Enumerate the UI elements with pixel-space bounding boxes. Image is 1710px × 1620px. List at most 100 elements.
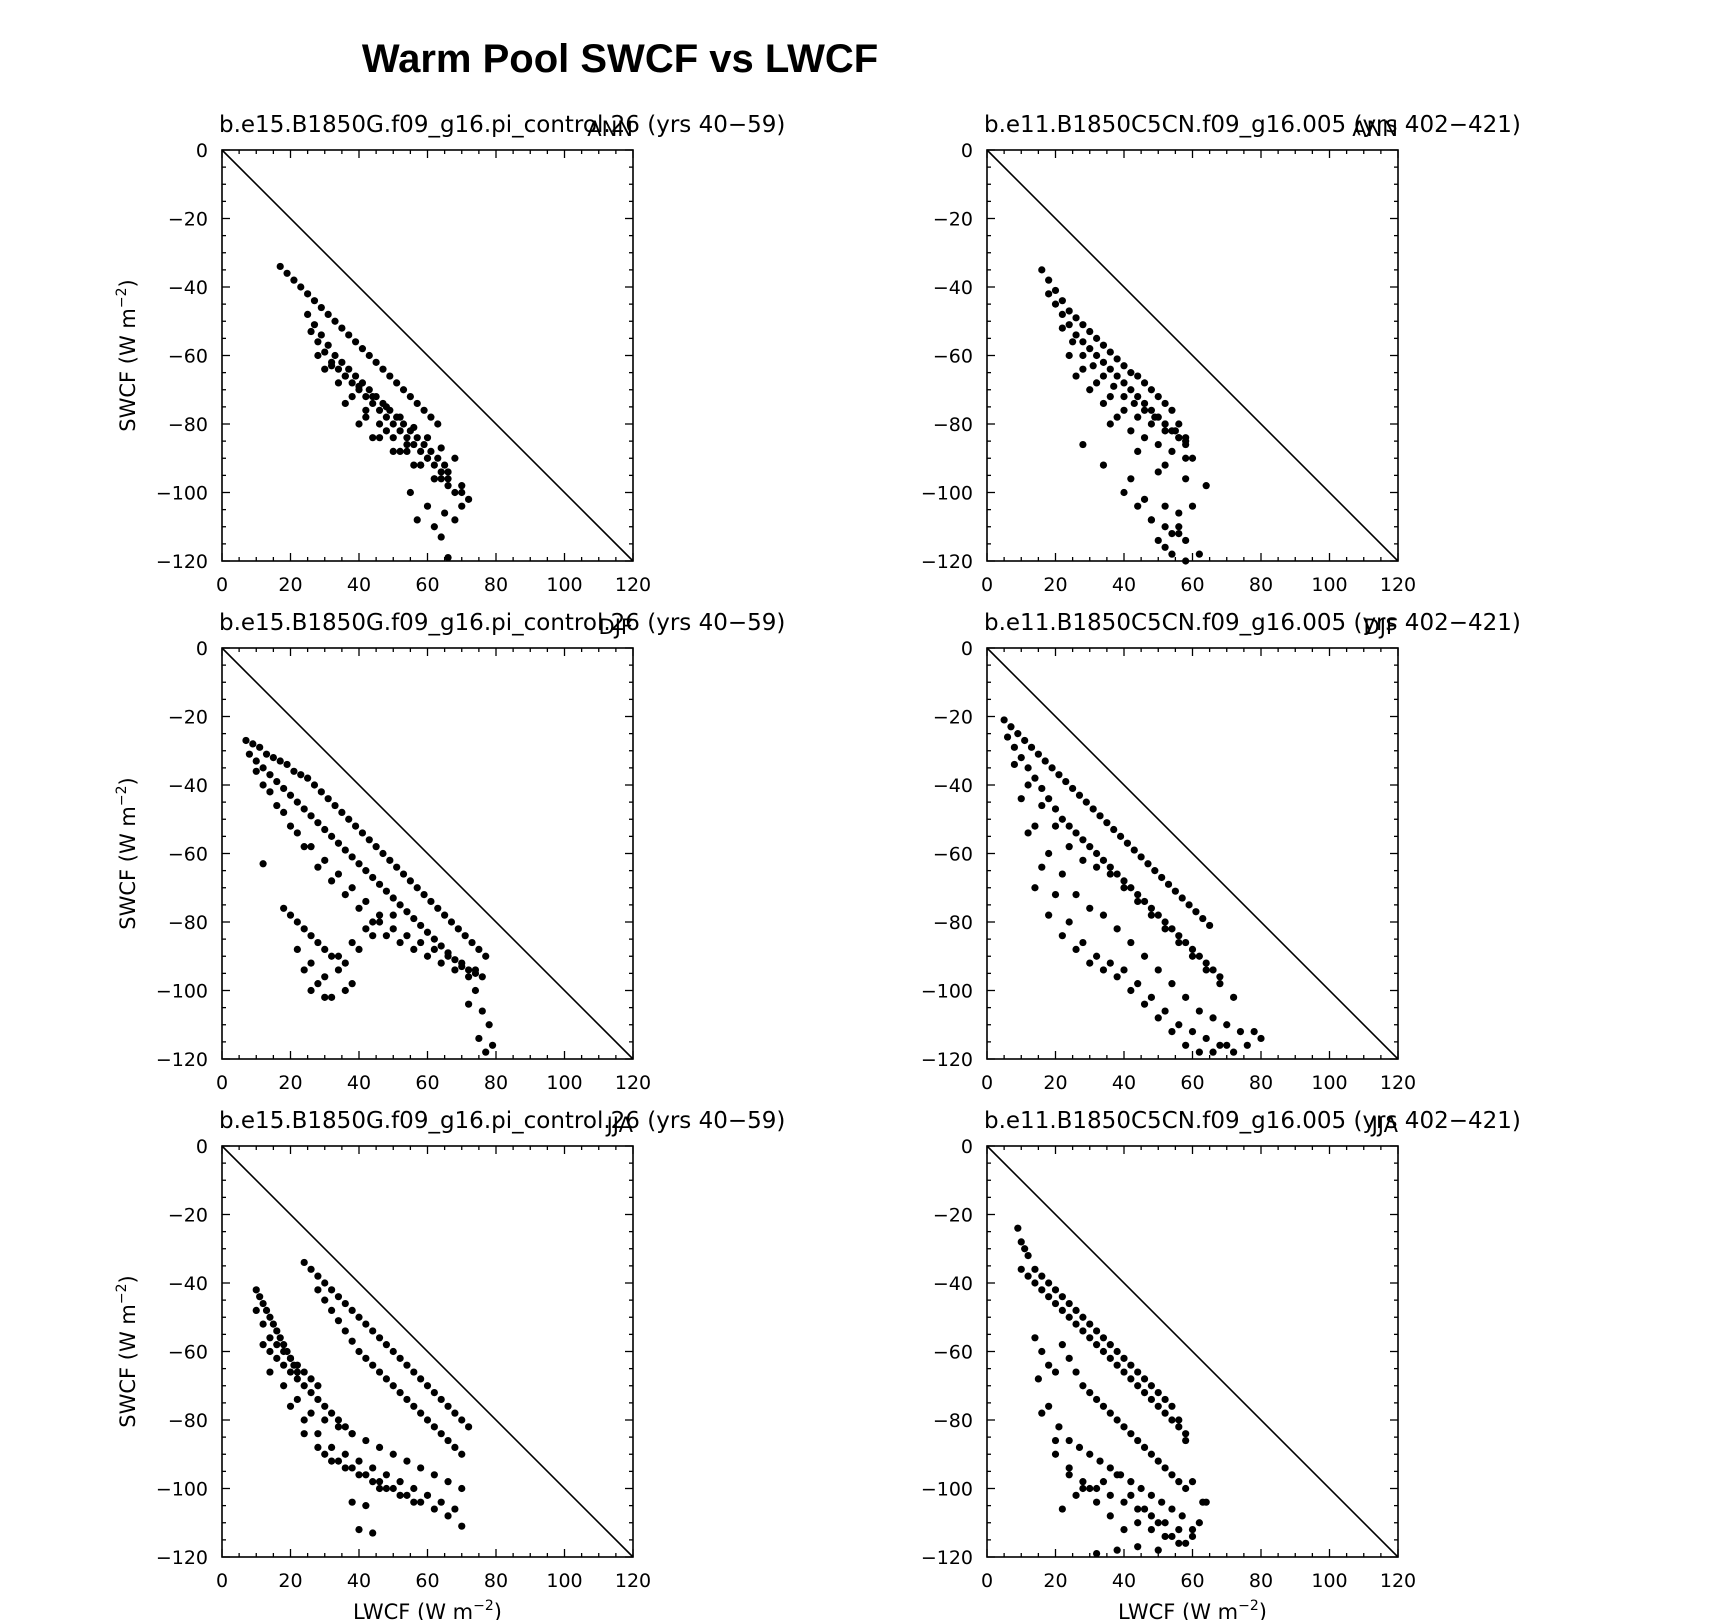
scatter-point xyxy=(1093,1498,1101,1506)
scatter-point xyxy=(1024,829,1032,837)
scatter-point xyxy=(348,938,356,947)
scatter-point xyxy=(341,399,349,408)
scatter-point xyxy=(362,1436,370,1445)
scatter-point xyxy=(259,781,267,789)
scatter-point xyxy=(1058,815,1066,823)
scatter-point xyxy=(1089,362,1097,370)
scatter-point xyxy=(1161,1409,1169,1417)
scatter-point xyxy=(1086,843,1094,851)
x-tick-label: 120 xyxy=(1380,1072,1416,1094)
scatter-point xyxy=(1140,379,1149,387)
scatter-point xyxy=(1096,812,1104,820)
scatter-point xyxy=(410,914,418,923)
scatter-point xyxy=(1113,1416,1121,1424)
scatter-point xyxy=(451,454,459,462)
scatter-point xyxy=(293,1361,301,1369)
scatter-point xyxy=(338,808,346,817)
y-tick-label: −100 xyxy=(156,981,208,1003)
scatter-point xyxy=(1182,938,1190,947)
scatter-point xyxy=(351,372,360,380)
scatter-point xyxy=(1079,338,1087,346)
scatter-point xyxy=(362,1354,370,1362)
scatter-point xyxy=(444,952,452,960)
scatter-point xyxy=(1154,1402,1162,1410)
x-tick-label: 100 xyxy=(546,1072,582,1094)
scatter-point xyxy=(1140,897,1149,906)
scatter-point xyxy=(314,1395,322,1404)
scatter-point xyxy=(1257,1034,1265,1043)
scatter-point xyxy=(417,1498,425,1506)
scatter-point xyxy=(334,1416,343,1424)
scatter-point xyxy=(1140,495,1149,503)
scatter-point xyxy=(1182,536,1190,545)
scatter-point xyxy=(369,1464,377,1472)
scatter-point xyxy=(276,262,284,271)
scatter-point xyxy=(1086,904,1094,912)
scatter-point xyxy=(314,863,322,871)
scatter-point xyxy=(1034,750,1042,758)
scatter-point xyxy=(307,959,315,967)
scatter-point xyxy=(1216,973,1224,981)
scatter-point xyxy=(293,1368,301,1376)
scatter-point xyxy=(1045,1279,1053,1287)
scatter-point xyxy=(369,1529,377,1537)
scatter-point xyxy=(1134,1543,1142,1551)
scatter-point xyxy=(427,447,435,455)
x-tick-label: 80 xyxy=(484,1570,508,1592)
scatter-point xyxy=(310,321,319,329)
scatter-point xyxy=(1120,393,1128,401)
scatter-point xyxy=(262,750,271,758)
scatter-point xyxy=(417,921,425,930)
scatter-point xyxy=(1154,966,1162,974)
scatter-point xyxy=(307,1409,315,1417)
scatter-point xyxy=(314,351,322,360)
scatter-point xyxy=(269,1320,277,1328)
scatter-point xyxy=(1137,853,1145,861)
y-tick-label: −120 xyxy=(156,1049,208,1071)
scatter-point xyxy=(1175,530,1183,538)
x-tick-label: 20 xyxy=(278,1570,302,1592)
scatter-point xyxy=(410,945,418,954)
scatter-point xyxy=(1147,993,1155,1001)
x-tick-label: 80 xyxy=(1249,574,1273,596)
scatter-point xyxy=(365,351,373,360)
scatter-point xyxy=(1175,1021,1183,1029)
scatter-point xyxy=(1134,447,1142,455)
scatter-point xyxy=(1038,266,1046,274)
scatter-point xyxy=(1106,393,1114,401)
scatter-point xyxy=(1243,1041,1251,1049)
scatter-point xyxy=(1072,891,1080,899)
y-tick-label: −100 xyxy=(156,1479,208,1501)
scatter-point xyxy=(1134,980,1142,988)
scatter-point xyxy=(355,420,363,428)
scatter-point xyxy=(1106,348,1114,356)
scatter-point xyxy=(269,754,277,762)
scatter-point xyxy=(447,918,456,926)
scatter-point xyxy=(1209,1048,1217,1056)
scatter-point xyxy=(256,743,264,751)
scatter-point xyxy=(410,1402,418,1410)
x-tick-label: 120 xyxy=(1380,574,1416,596)
scatter-point xyxy=(369,932,377,940)
scatter-point xyxy=(451,1443,459,1451)
scatter-point xyxy=(1086,1450,1094,1458)
x-tick-label: 60 xyxy=(1180,1072,1204,1094)
scatter-points xyxy=(1014,1224,1210,1558)
scatter-point xyxy=(324,341,332,349)
scatter-point xyxy=(1058,324,1066,332)
scatter-point xyxy=(341,1327,349,1335)
scatter-point xyxy=(1147,911,1155,919)
scatter-point xyxy=(1113,1347,1121,1356)
scatter-point xyxy=(266,1368,274,1376)
scatter-point xyxy=(259,764,267,772)
scatter-point xyxy=(1038,1286,1046,1294)
scatter-point xyxy=(458,488,466,497)
scatter-point xyxy=(1175,1526,1183,1534)
scatter-point xyxy=(328,832,336,840)
scatter-point xyxy=(1065,351,1073,360)
scatter-point xyxy=(1048,764,1056,772)
scatter-point xyxy=(1168,1532,1176,1541)
y-tick-label: −60 xyxy=(168,844,208,866)
scatter-point xyxy=(482,952,490,960)
scatter-point xyxy=(1065,1471,1073,1479)
